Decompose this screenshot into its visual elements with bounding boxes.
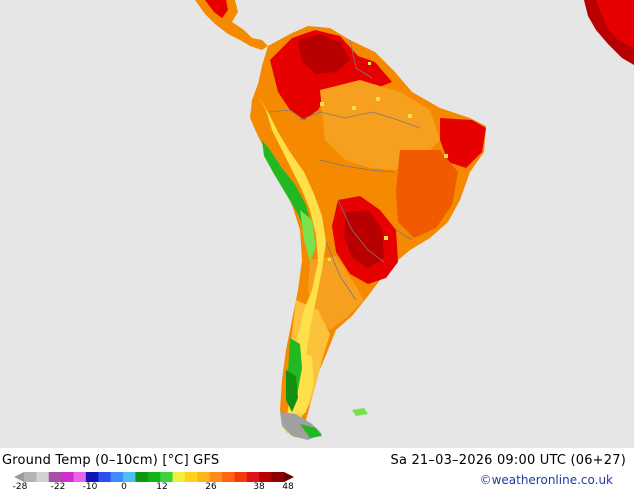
- colorbar-swatch: [271, 472, 285, 482]
- colorbar-swatch: [160, 472, 174, 482]
- colorbar-tick-label: 38: [253, 482, 265, 492]
- map-title: Ground Temp (0–10cm) [°C] GFS: [2, 453, 220, 468]
- colorbar-swatch: [222, 472, 235, 482]
- north-extreme-core: [298, 34, 350, 74]
- colorbar-swatch: [197, 472, 211, 482]
- copyright-credit: ©weatheronline.co.uk: [479, 473, 613, 487]
- colorbar-swatch: [135, 472, 149, 482]
- andes-light-green: [300, 210, 316, 262]
- colorbar-high-tip: [284, 472, 294, 482]
- chaco-extreme-core: [344, 210, 384, 268]
- forecast-datetime: Sa 21–03–2026 09:00 UTC (06+27): [390, 453, 626, 468]
- map-canvas: [195, 0, 634, 440]
- brazil-east-region: [396, 150, 458, 238]
- colorbar-swatch: [234, 472, 248, 482]
- colorbar-swatch: [61, 472, 75, 482]
- africa-hot-core: [596, 0, 634, 48]
- colorbar-ticks: -28 -22 -10 0 12 26 38 48: [0, 482, 310, 492]
- pampas-region: [308, 256, 364, 330]
- city-markers: [320, 62, 448, 261]
- temperature-map: [0, 0, 634, 448]
- temperature-colorbar: [14, 472, 294, 482]
- colorbar-swatch: [36, 472, 50, 482]
- colorbar-swatch: [209, 472, 223, 482]
- colorbar-swatch: [73, 472, 87, 482]
- falkland-islands: [352, 408, 368, 416]
- colorbar-swatch: [85, 472, 99, 482]
- colorbar-swatch: [48, 472, 62, 482]
- brazil-northeast-hot: [440, 118, 486, 168]
- colorbar-tick-label: -28: [12, 482, 28, 492]
- central-america: [195, 0, 268, 50]
- colorbar-swatch: [147, 472, 161, 482]
- colorbar-swatch: [246, 472, 260, 482]
- central-america-hot: [205, 0, 228, 18]
- footer-bar: Ground Temp (0–10cm) [°C] GFS Sa 21–03–2…: [0, 448, 634, 492]
- colorbar-swatch: [259, 472, 273, 482]
- colorbar-swatch: [24, 472, 37, 482]
- colorbar-tick-label: 0: [121, 482, 127, 492]
- colorbar-swatch: [98, 472, 112, 482]
- colorbar-tick-label: 12: [156, 482, 168, 492]
- colorbar-tick-label: 26: [205, 482, 217, 492]
- country-borders: [267, 39, 421, 301]
- colorbar-tick-label: -10: [82, 482, 98, 492]
- colorbar-low-tip: [14, 472, 24, 482]
- colorbar-swatch: [110, 472, 124, 482]
- colorbar-swatch: [123, 472, 136, 482]
- andes-dark-green: [286, 370, 298, 412]
- amazon-warm-region: [320, 80, 440, 170]
- tierra-del-fuego-green: [300, 424, 322, 438]
- colorbar-tick-label: -22: [50, 482, 66, 492]
- andes-green-strip: [262, 140, 312, 250]
- colorbar-swatch: [184, 472, 198, 482]
- colorbar-tick-label: 48: [282, 482, 294, 492]
- andes-cold-strip: [258, 96, 326, 438]
- colorbar-swatch: [172, 472, 186, 482]
